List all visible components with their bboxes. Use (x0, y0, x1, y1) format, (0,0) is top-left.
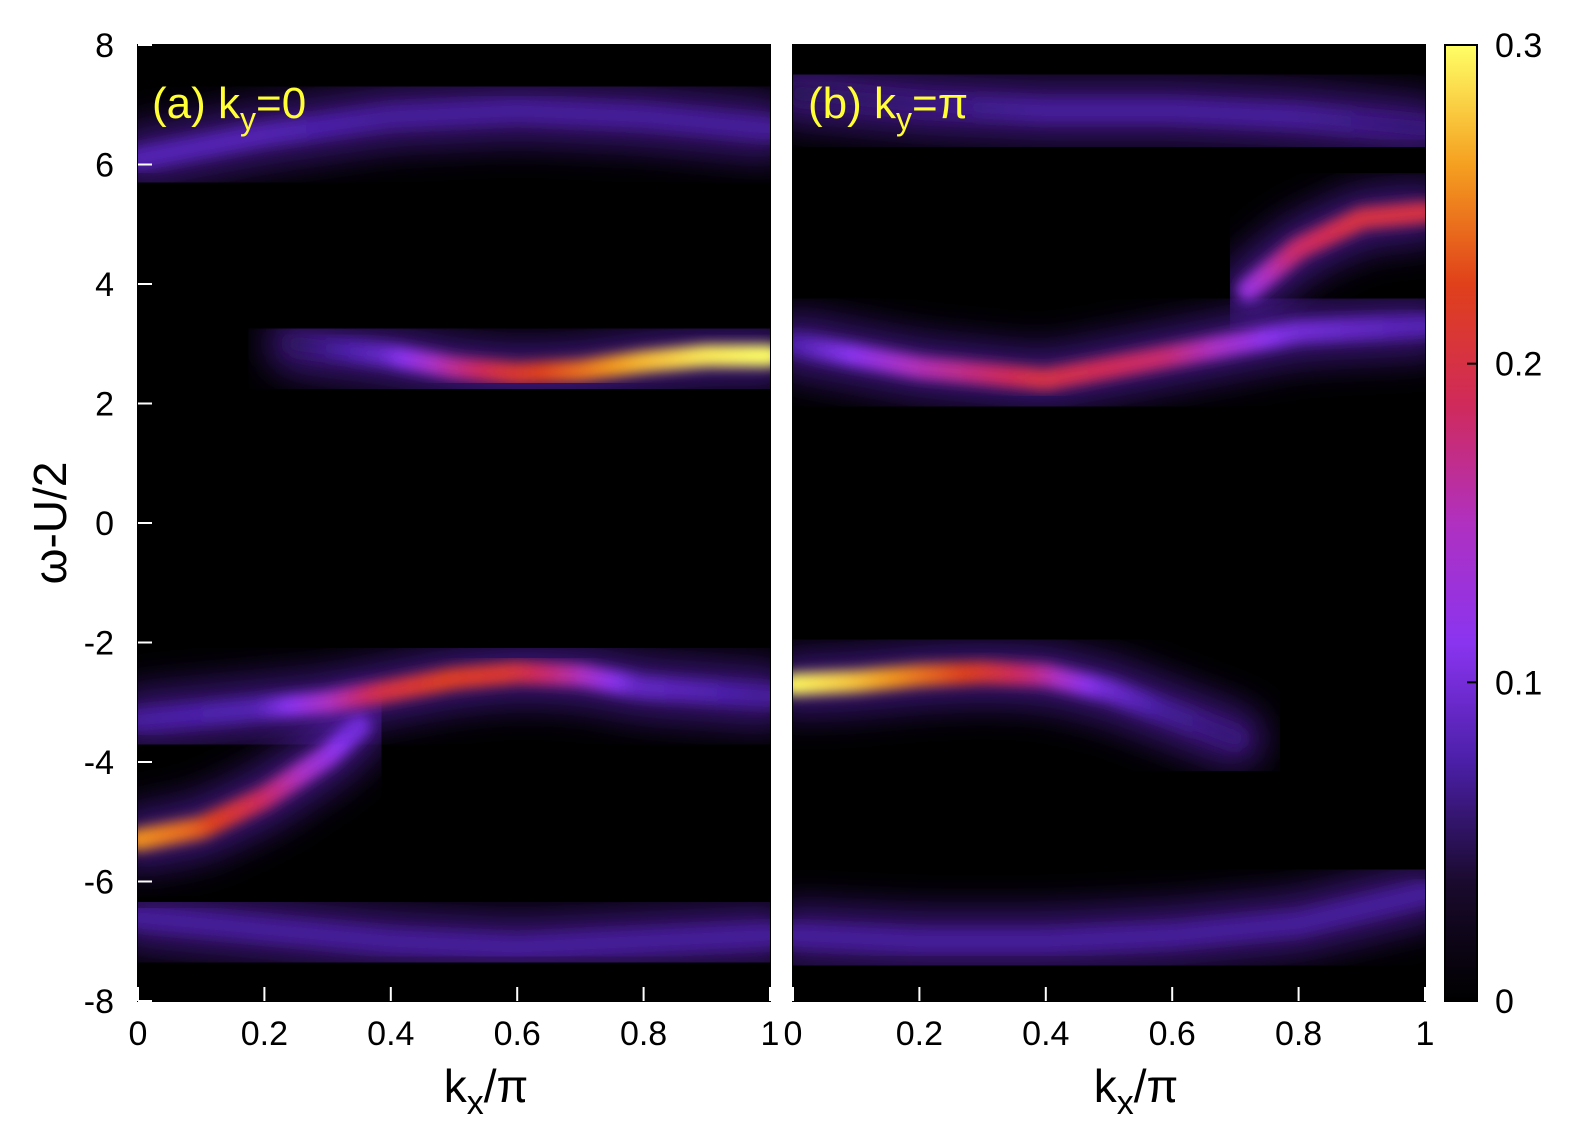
y-tick-label: 2 (95, 386, 114, 424)
x-tick-label: 1 (761, 1015, 780, 1053)
panel-b-label: (b) ky=π (808, 79, 968, 137)
y-tick-label: -6 (84, 864, 114, 902)
colorbar-tick-label: 0.3 (1495, 27, 1542, 65)
x-tick-label: 1 (1416, 1015, 1435, 1053)
spectral-band (793, 642, 1266, 769)
y-tick-label: 0 (95, 505, 114, 543)
x-tick-label: 0.8 (620, 1015, 667, 1053)
x-tick-label: 0.4 (367, 1015, 414, 1053)
colorbar-tick-label: 0.2 (1495, 346, 1542, 384)
spectral-band (266, 313, 770, 404)
panel-b-x-ticks: 0 0.2 0.4 0.6 0.8 1 (784, 987, 1435, 1053)
spectral-band (793, 295, 1425, 410)
spectral-band (138, 696, 390, 870)
y-tick-label: 8 (95, 27, 114, 65)
x-tick-label: 0.6 (1149, 1015, 1196, 1053)
colorbar-ticks: 0.3 0.2 0.1 0 (1467, 27, 1542, 1021)
panel-a-label: (a) ky=0 (152, 79, 306, 137)
x-tick-label: 0.4 (1022, 1015, 1069, 1053)
x-tick-label: 0.6 (494, 1015, 541, 1053)
y-tick-label: -4 (84, 744, 114, 782)
y-axis-title: ω-U/2 (24, 462, 76, 585)
x-tick-label: 0 (784, 1015, 803, 1053)
panel-a: 8 6 4 2 0 -2 -4 -6 -8 0 0.2 0.4 0.6 0.8 1 (a) ky=0 kx… (24, 27, 779, 1122)
panel-b-bands (793, 62, 1425, 972)
colorbar: 0.3 0.2 0.1 0 (1444, 27, 1542, 1021)
panel-a-x-axis-title: kx/π (444, 1060, 529, 1122)
y-tick-label: 4 (95, 266, 114, 304)
panel-b-x-axis-title: kx/π (1094, 1060, 1179, 1122)
x-tick-label: 0.8 (1275, 1015, 1322, 1053)
y-tick-label: 6 (95, 147, 114, 185)
colorbar-tick-label: 0.1 (1495, 664, 1542, 702)
y-tick-label: -8 (84, 983, 114, 1021)
spectral-band (793, 863, 1425, 972)
y-tick-label: -2 (84, 625, 114, 663)
spectral-band (138, 80, 770, 189)
panel-a-plot-area (137, 44, 771, 1002)
x-tick-label: 0.2 (896, 1015, 943, 1053)
spectral-band (1218, 182, 1425, 320)
x-tick-label: 0 (129, 1015, 148, 1053)
colorbar-tick-label: 0 (1495, 983, 1514, 1021)
panel-b-plot-area (792, 44, 1426, 1002)
panel-a-bands (138, 80, 770, 978)
x-tick-label: 0.2 (241, 1015, 288, 1053)
spectral-band (793, 62, 1425, 159)
colorbar-gradient (1444, 44, 1478, 1002)
spectral-band (138, 642, 770, 751)
spectral-band (138, 887, 770, 978)
panel-a-x-ticks: 0 0.2 0.4 0.6 0.8 1 (129, 987, 780, 1053)
panel-b: 0 0.2 0.4 0.6 0.8 1 (b) ky=π kx/π (784, 44, 1435, 1122)
panel-a-y-ticks: 8 6 4 2 0 -2 -4 -6 -8 (84, 27, 152, 1021)
